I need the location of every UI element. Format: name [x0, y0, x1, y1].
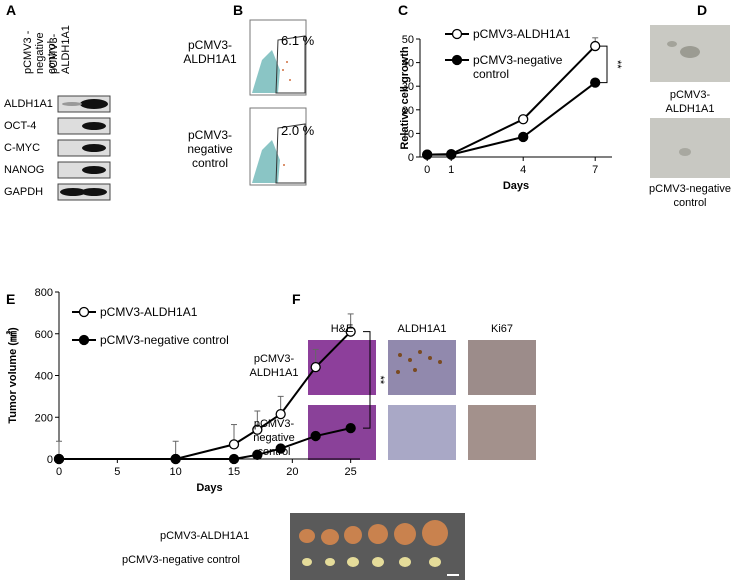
panel-letter: C — [398, 2, 409, 18]
x-axis-label: Days — [503, 180, 529, 192]
x-tick-label: 1 — [448, 164, 454, 176]
data-point — [252, 449, 263, 460]
data-point — [518, 131, 529, 143]
y-tick-label: 30 — [402, 81, 414, 93]
panel-letter: F — [292, 291, 301, 307]
blot-row-label: OCT-4 — [4, 120, 37, 132]
data-point — [345, 422, 356, 434]
blot-row-label: C-MYC — [4, 142, 41, 154]
y-tick-label: 600 — [35, 329, 53, 341]
blot-row-label: NANOG — [4, 164, 45, 176]
data-point — [446, 149, 457, 160]
blot-bands — [60, 99, 108, 196]
panel-letter: A — [6, 2, 17, 18]
legend-label: pCMV3-ALDH1A1 — [100, 305, 198, 319]
series-line — [427, 81, 596, 156]
data-point — [590, 40, 601, 52]
y-axis-label: Tumor volume (㎣) — [5, 327, 19, 424]
x-tick-label: 0 — [56, 466, 62, 478]
y-tick-label: 0 — [408, 152, 414, 164]
legend-marker — [78, 306, 90, 318]
panel-letter: B — [233, 2, 244, 18]
legend-marker — [451, 28, 463, 40]
ihc-column-label: ALDH1A1 — [397, 323, 447, 335]
series-line — [59, 427, 351, 460]
y-tick-label: 50 — [402, 34, 414, 46]
blot-row-label: ALDH1A1 — [4, 98, 53, 110]
x-tick-label: 10 — [170, 466, 182, 478]
data-point — [170, 453, 181, 465]
y-tick-label: 400 — [35, 371, 53, 383]
ihc-images — [308, 340, 536, 460]
flow-percent: 2.0 % — [281, 123, 315, 138]
microscopy-images — [650, 25, 730, 178]
data-point — [310, 430, 321, 442]
data-point — [275, 408, 286, 420]
flow-plots — [249, 19, 307, 186]
significance-bracket — [600, 45, 608, 84]
y-tick-label: 40 — [402, 58, 414, 70]
blot-column-label: pCMV3- ALDH1A1 — [48, 25, 72, 74]
legend-label: pCMV3-negative control — [473, 53, 563, 81]
ihc-row-label: pCMV3- ALDH1A1 — [249, 353, 299, 379]
y-tick-label: 10 — [402, 128, 414, 140]
significance-label: ** — [374, 376, 386, 385]
ihc-column-label: Ki67 — [490, 323, 514, 335]
data-point — [422, 149, 433, 160]
data-point — [53, 453, 65, 465]
data-point — [518, 114, 529, 125]
tumor-label: pCMV3-ALDH1A1 — [160, 530, 250, 542]
legend-marker — [78, 334, 90, 346]
data-point — [345, 326, 356, 337]
x-tick-label: 15 — [228, 466, 240, 478]
significance-bracket — [363, 331, 371, 429]
flow-percent: 6.1 % — [281, 33, 315, 48]
blot-row-label: GAPDH — [4, 186, 44, 198]
y-tick-label: 800 — [35, 287, 53, 299]
y-tick-label: 200 — [35, 412, 53, 424]
x-tick-label: 25 — [345, 466, 357, 478]
tumor-photo — [290, 513, 465, 580]
data-point — [228, 439, 240, 450]
ihc-column-label: H&E — [330, 323, 354, 335]
panel-letter: E — [6, 291, 16, 307]
western-blot — [57, 95, 111, 201]
data-point — [252, 424, 263, 435]
significance-label: ** — [611, 60, 623, 69]
data-point — [228, 453, 240, 465]
microscopy-label: pCMV3- ALDH1A1 — [665, 89, 715, 115]
y-axis-label: Relative cell growth — [399, 46, 411, 150]
data-point — [275, 443, 286, 454]
flow-label: pCMV3- ALDH1A1 — [183, 38, 237, 66]
x-tick-label: 5 — [114, 466, 120, 478]
x-tick-label: 0 — [424, 164, 430, 176]
legend-label: pCMV3-negative control — [100, 333, 229, 347]
x-tick-label: 20 — [286, 466, 298, 478]
microscopy-label: pCMV3-negative control — [649, 183, 731, 209]
legend-marker — [451, 54, 463, 66]
legend-label: pCMV3-ALDH1A1 — [473, 27, 571, 41]
data-point — [590, 77, 601, 88]
flow-label: pCMV3- negative control — [187, 128, 233, 170]
panel-letter: D — [697, 2, 708, 18]
x-axis-label: Days — [196, 482, 222, 494]
x-tick-label: 4 — [520, 164, 526, 176]
x-tick-label: 7 — [592, 164, 598, 176]
ihc-row-label: pCMV3- negative control — [253, 418, 295, 458]
data-point — [310, 361, 321, 373]
y-tick-label: 20 — [402, 105, 414, 117]
tumor-label: pCMV3-negative control — [122, 554, 241, 566]
y-tick-label: 0 — [47, 454, 53, 466]
